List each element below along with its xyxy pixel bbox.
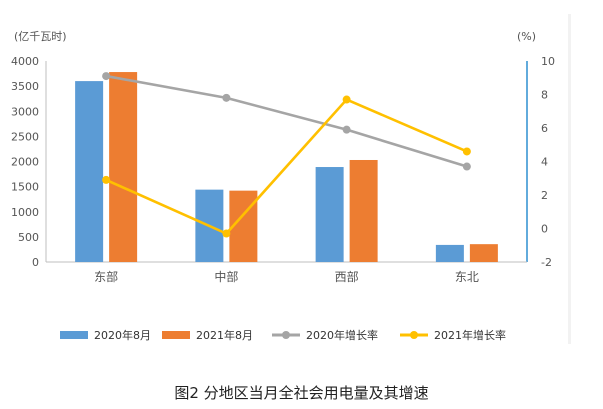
bar-series-2021 [349,159,378,262]
bar-series-2020 [435,244,464,262]
y-left-tick-label: 3000 [11,105,39,118]
x-tick-label: 东部 [94,269,118,284]
line-point [342,125,351,134]
x-tick-label: 西部 [335,269,359,284]
y-left-tick-label: 0 [32,256,39,269]
legend-swatch [60,331,88,339]
y-left-tick-label: 2500 [11,130,39,143]
y-right-tick-label: 2 [541,189,548,202]
line-point [222,93,231,102]
y-left-tick-label: 1000 [11,206,39,219]
y-left-tick-label: 500 [18,231,39,244]
line-point [462,162,471,171]
y-right-tick-label: 8 [541,89,548,102]
y-right-tick-label: 4 [541,156,548,169]
legend-label: 2020年增长率 [306,328,378,342]
y-left-axis-label: (亿千瓦时) [14,30,67,43]
legend-label: 2021年8月 [196,328,253,342]
line-point [462,147,471,156]
line-point [102,175,111,184]
line-point [342,95,351,104]
legend-label: 2021年增长率 [434,328,506,342]
y-right-tick-label: 10 [541,55,555,68]
frame-border [568,14,571,344]
bar-series-2020 [75,81,104,262]
y-left-tick-label: 4000 [11,55,39,68]
legend-marker [282,331,290,339]
figure-caption: 图2 分地区当月全社会用电量及其增速 [174,384,429,402]
y-left-tick-label: 3500 [11,80,39,93]
y-right-tick-label: 0 [541,223,548,236]
y-left-tick-label: 2000 [11,156,39,169]
x-tick-label: 东北 [455,270,479,284]
y-right-tick-label: -2 [541,256,552,269]
bar-series-2021 [109,72,138,263]
y-right-axis-label: (%) [517,30,536,43]
line-point [222,229,231,238]
line-series-2 [105,74,468,168]
bar-series-2020 [315,167,344,262]
legend-label: 2020年8月 [94,328,151,342]
legend-swatch [162,331,190,339]
line-point [102,72,111,81]
y-left-tick-label: 1500 [11,181,39,194]
x-tick-label: 中部 [214,269,238,284]
legend-marker [410,331,418,339]
bar-series-2021 [469,244,498,262]
line-series-3 [105,97,468,236]
y-right-tick-label: 6 [541,122,548,135]
